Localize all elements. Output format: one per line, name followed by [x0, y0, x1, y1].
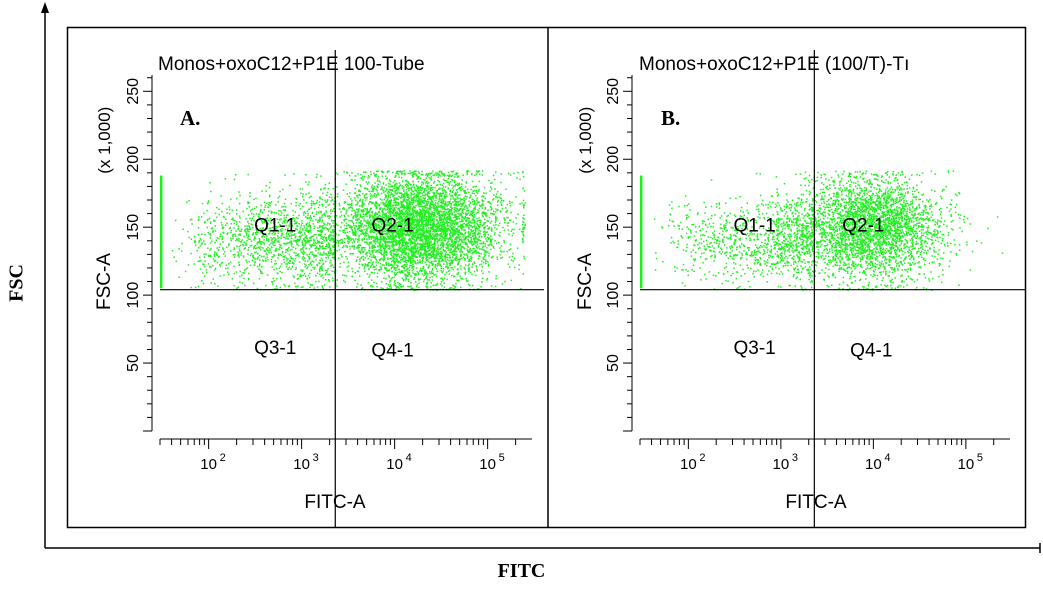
x-tick-exponent: 5 [499, 452, 505, 464]
y-tick-label: 100 [605, 282, 622, 309]
x-tick-label: 10 [293, 456, 310, 473]
y-multiplier-label: (x 1,000) [576, 107, 595, 174]
panel-label: B. [661, 106, 680, 130]
y-tick-label: 150 [605, 214, 622, 241]
x-tick-exponent: 2 [220, 452, 226, 464]
quadrant-label-q4-1: Q4-1 [371, 340, 413, 361]
figure-x-title: FITC [497, 560, 546, 582]
x-axis-label: FITC-A [785, 492, 847, 513]
x-tick-exponent: 3 [792, 452, 798, 464]
quadrant-label-q2-1: Q2-1 [371, 215, 413, 236]
event-dots [171, 170, 527, 291]
y-tick-label: 250 [605, 78, 622, 105]
panel-a: Monos+oxoC12+P1E 100-Tube Q1-1 Q2-1 Q3-1 Q4-… [94, 50, 544, 527]
x-tick-exponent: 4 [884, 452, 890, 464]
x-tick-label: 10 [200, 456, 217, 473]
y-tick-label: 250 [125, 78, 142, 105]
panel-b: Monos+oxoC12+P1E (100/T)-Tı Q1-1 Q2-1 Q3-1 Q… [575, 50, 1025, 527]
event-dots-path [171, 170, 527, 291]
edge-events [160, 175, 163, 289]
panel-title: Monos+oxoC12+P1E 100-Tube [158, 54, 425, 75]
y-tick-label: 50 [125, 354, 142, 372]
x-tick-label: 10 [865, 456, 882, 473]
event-dots-path [653, 170, 1004, 291]
figure-y-axis-arrow [41, 2, 49, 13]
edge-events-column [160, 175, 163, 289]
x-tick-label: 10 [680, 456, 697, 473]
panels-frame [66, 26, 1027, 529]
quadrant-label-q3-1: Q3-1 [733, 338, 775, 359]
x-tick-exponent: 2 [699, 452, 705, 464]
x-tick-exponent: 3 [313, 452, 319, 464]
x-tick-label: 10 [479, 456, 496, 473]
quadrant-label-q2-1: Q2-1 [842, 215, 884, 236]
quadrant-label-q1-1: Q1-1 [254, 215, 296, 236]
x-tick-exponent: 5 [977, 452, 983, 464]
y-tick-label: 200 [605, 146, 622, 173]
y-tick-label: 200 [125, 146, 142, 173]
y-axis-label: FSC-A [575, 253, 596, 310]
figure-y-title: FSC [5, 264, 28, 302]
x-tick-label: 10 [958, 456, 975, 473]
quadrant-label-q1-1: Q1-1 [733, 215, 775, 236]
edge-events [640, 175, 643, 289]
y-axis-label: FSC-A [94, 253, 115, 310]
edge-events-column [640, 175, 643, 289]
quadrant-label-q3-1: Q3-1 [254, 338, 296, 359]
y-tick-label: 100 [125, 282, 142, 309]
y-multiplier-label: (x 1,000) [95, 107, 114, 174]
x-tick-label: 10 [773, 456, 790, 473]
event-dots [653, 170, 1004, 291]
x-axis-label: FITC-A [304, 492, 366, 513]
panel-label: A. [180, 106, 200, 130]
x-tick-label: 10 [386, 456, 403, 473]
quadrant-label-q4-1: Q4-1 [850, 340, 892, 361]
x-tick-exponent: 4 [406, 452, 412, 464]
panel-title: Monos+oxoC12+P1E (100/T)-Tı [639, 54, 909, 75]
y-tick-label: 50 [605, 354, 622, 372]
y-tick-label: 150 [125, 214, 142, 241]
